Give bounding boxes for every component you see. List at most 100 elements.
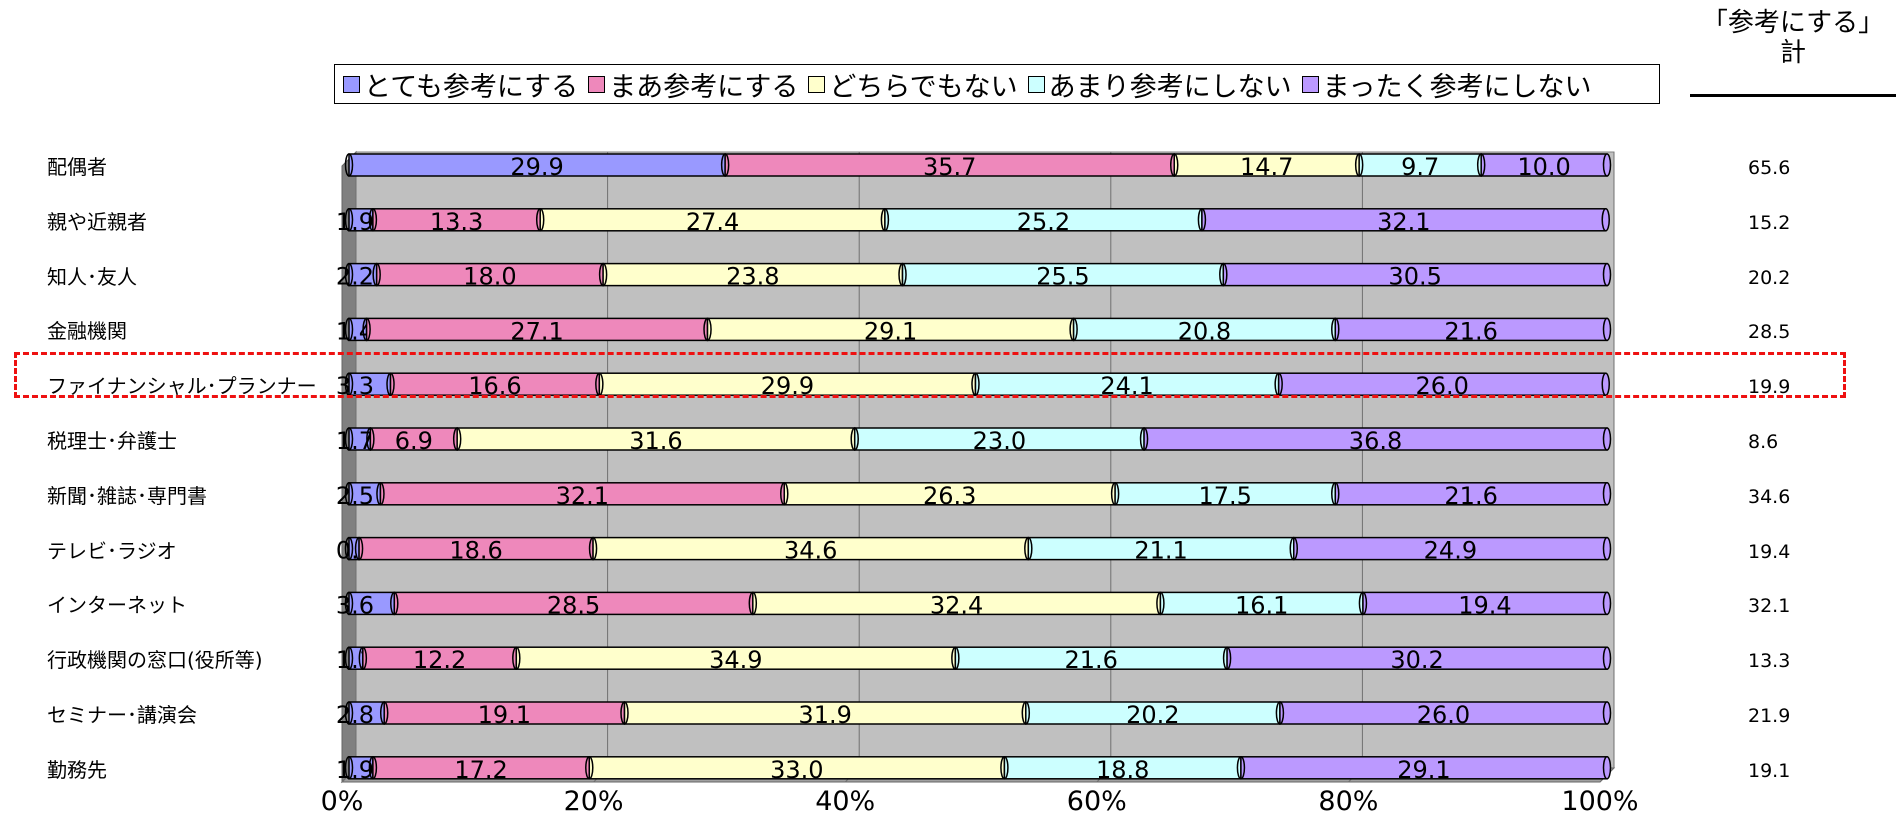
bar-value-label: 36.8	[1349, 427, 1402, 455]
category-label: 金融機関	[47, 319, 127, 344]
total-value: 34.6	[1748, 485, 1791, 508]
bar-value-label: 18.6	[449, 537, 502, 565]
legend-item: まあ参考にする	[588, 65, 798, 104]
bar-value-label: 29.1	[1397, 756, 1450, 784]
bar-segment-edge	[720, 153, 730, 177]
bar-value-label: 23.0	[973, 427, 1026, 455]
bar-end-cap	[1602, 701, 1612, 725]
legend-label: あまり参考にしない	[1048, 71, 1292, 103]
bar-value-label: 10.0	[1517, 153, 1570, 181]
bar-value-label: 20.2	[1126, 701, 1179, 729]
bar-value-label: 34.6	[784, 537, 837, 565]
bar-segment-edge	[344, 591, 354, 616]
bar-value-label: 19.1	[478, 701, 531, 729]
bar-value-label: 25.5	[1036, 263, 1089, 291]
bar-segment-edge	[1139, 427, 1149, 451]
bar-end-cap	[1602, 262, 1612, 287]
x-tick-label: 80%	[1318, 786, 1378, 813]
bar-segment-edge	[1219, 262, 1228, 287]
bar-value-label: 27.1	[510, 317, 563, 345]
bar-value-label: 31.9	[798, 701, 851, 729]
bar-value-label: 17.2	[454, 756, 507, 784]
x-tick-label: 0%	[321, 786, 364, 813]
bar-value-label: 26.3	[923, 482, 976, 510]
bar-value-label: 13.3	[430, 208, 483, 236]
legend-swatch	[588, 75, 606, 93]
bar-segment-edge	[850, 427, 859, 451]
total-value: 13.3	[1748, 650, 1791, 673]
legend-label: まったく参考にしない	[1322, 71, 1592, 103]
x-tick-label: 100%	[1561, 786, 1638, 813]
bar-segment-edge	[1275, 701, 1285, 725]
bar-segment-edge	[1358, 591, 1368, 616]
bar-segment-edge	[344, 646, 354, 670]
legend-swatch	[808, 75, 826, 93]
bar-value-label: 34.9	[709, 646, 762, 674]
bar-segment-edge	[1476, 153, 1486, 177]
bar-segment-edge	[880, 208, 890, 232]
bar-segment-edge	[620, 701, 629, 725]
bar-segment-edge	[390, 591, 399, 616]
category-label: セミナー･講演会	[47, 703, 197, 727]
bar-segment-edge	[344, 317, 354, 342]
bar-end-cap	[1602, 756, 1612, 780]
bar-value-label: 21.6	[1444, 482, 1497, 510]
category-label: 勤務先	[47, 757, 107, 782]
x-tick-label: 40%	[815, 786, 875, 813]
bar-end-cap	[1602, 317, 1612, 342]
plot-side-wall	[341, 150, 357, 784]
bar-value-label: 21.6	[1444, 317, 1497, 345]
bar-segment-edge	[1024, 536, 1033, 561]
bar-segment-edge	[1197, 208, 1207, 232]
category-label: 新聞･雑誌･専門書	[47, 483, 207, 508]
plot-back-wall	[355, 151, 1615, 769]
bar-end-cap	[1602, 482, 1612, 506]
category-label: 税理士･弁護士	[47, 429, 177, 453]
bar-segment-edge	[1069, 317, 1078, 342]
bar-value-label: 1.9	[336, 756, 374, 784]
total-value: 32.1	[1748, 595, 1791, 618]
bar-value-label: 21.6	[1065, 646, 1118, 674]
highlight-dashed-box	[14, 352, 1846, 398]
x-tick-label: 60%	[1067, 786, 1127, 813]
bar-value-label: 32.4	[930, 591, 983, 619]
bar-value-label: 30.5	[1388, 263, 1441, 291]
bar-value-label: 18.8	[1096, 756, 1149, 784]
bar-value-label: 12.2	[413, 646, 466, 674]
bar-value-label: 2.8	[336, 701, 374, 729]
bar-segment-edge	[585, 756, 594, 780]
bar-segment-edge	[354, 536, 364, 561]
bar-value-label: 29.1	[864, 317, 917, 345]
legend-item: まったく参考にしない	[1301, 65, 1592, 104]
bar-segment-edge	[376, 482, 385, 506]
bar-segment-edge	[372, 262, 381, 287]
x-tick-label: 20%	[564, 786, 624, 813]
legend-item: どちらでもない	[808, 65, 1018, 104]
bar-segment-edge	[344, 482, 354, 506]
bar-value-label: 28.5	[547, 591, 600, 619]
total-value: 21.9	[1748, 705, 1791, 727]
bar-segment-edge	[898, 262, 907, 287]
bar-value-label: 18.0	[463, 263, 516, 291]
category-label: 親や近親者	[47, 209, 147, 234]
bar-segment-edge	[1156, 591, 1165, 616]
bar-value-label: 6.9	[395, 427, 433, 455]
bar-value-label: 35.7	[923, 153, 976, 181]
bar-value-label: 21.1	[1134, 537, 1187, 565]
bar-segment-edge	[780, 482, 789, 506]
bar-segment-edge	[344, 701, 354, 725]
bar-segment-edge	[1331, 482, 1340, 506]
category-label: 知人･友人	[47, 264, 137, 289]
bar-segment-edge	[344, 153, 354, 177]
legend-label: まあ参考にする	[609, 71, 799, 103]
bar-segment-edge	[703, 317, 712, 342]
bar-value-label: 29.9	[510, 153, 563, 181]
legend-item: あまり参考にしない	[1027, 65, 1292, 104]
total-header-line1: 「参考にする」	[1701, 8, 1885, 38]
bar-segment-edge	[1236, 756, 1246, 780]
bar-segment-edge	[748, 591, 758, 616]
bar-segment-edge	[1021, 701, 1031, 725]
total-value: 15.2	[1748, 211, 1791, 234]
bar-value-label: 23.8	[726, 263, 779, 291]
